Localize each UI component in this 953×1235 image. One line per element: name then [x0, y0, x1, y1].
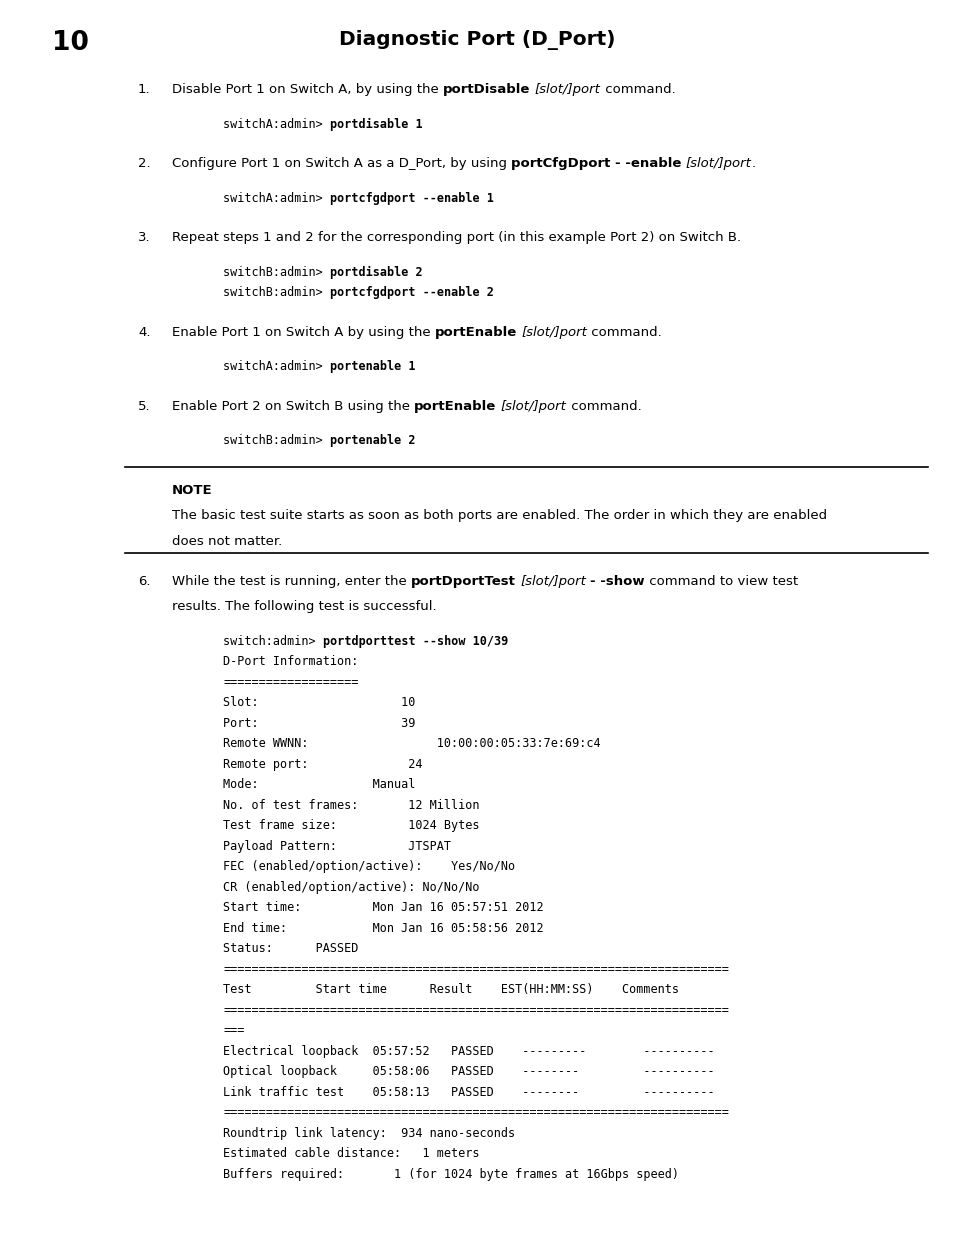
- Text: switchB:admin>: switchB:admin>: [223, 433, 330, 447]
- Text: [slot/]port: [slot/]port: [519, 574, 585, 588]
- Text: portcfgdport --enable 1: portcfgdport --enable 1: [330, 191, 494, 205]
- Text: Repeat steps 1 and 2 for the corresponding port (in this example Port 2) on Swit: Repeat steps 1 and 2 for the correspondi…: [172, 231, 740, 245]
- Text: portenable 2: portenable 2: [330, 433, 415, 447]
- Text: 3.: 3.: [138, 231, 151, 245]
- Text: portenable 1: portenable 1: [330, 359, 415, 373]
- Text: End time:            Mon Jan 16 05:58:56 2012: End time: Mon Jan 16 05:58:56 2012: [223, 921, 543, 935]
- Text: Remote WWNN:                  10:00:00:05:33:7e:69:c4: Remote WWNN: 10:00:00:05:33:7e:69:c4: [223, 737, 600, 751]
- Text: No. of test frames:       12 Million: No. of test frames: 12 Million: [223, 799, 479, 811]
- Text: =======================================================================: ========================================…: [223, 1107, 728, 1119]
- Text: .: .: [751, 157, 755, 170]
- Text: Remote port:              24: Remote port: 24: [223, 758, 422, 771]
- Text: portCfgDport - -enable: portCfgDport - -enable: [511, 157, 680, 170]
- Text: NOTE: NOTE: [172, 483, 213, 496]
- Text: [slot/]port: [slot/]port: [500, 399, 566, 412]
- Text: switchA:admin>: switchA:admin>: [223, 359, 330, 373]
- Text: Optical loopback     05:58:06   PASSED    --------         ----------: Optical loopback 05:58:06 PASSED -------…: [223, 1066, 714, 1078]
- Text: portDisable: portDisable: [442, 83, 530, 96]
- Text: 10: 10: [52, 30, 89, 56]
- Text: command.: command.: [566, 399, 640, 412]
- Text: Disable Port 1 on Switch A, by using the: Disable Port 1 on Switch A, by using the: [172, 83, 442, 96]
- Text: =======================================================================: ========================================…: [223, 1004, 728, 1016]
- Text: While the test is running, enter the: While the test is running, enter the: [172, 574, 411, 588]
- Text: portcfgdport --enable 2: portcfgdport --enable 2: [330, 287, 494, 299]
- Text: portDportTest: portDportTest: [411, 574, 516, 588]
- Text: Slot:                    10: Slot: 10: [223, 697, 415, 709]
- Text: Enable Port 2 on Switch B using the: Enable Port 2 on Switch B using the: [172, 399, 414, 412]
- Text: switchA:admin>: switchA:admin>: [223, 191, 330, 205]
- Text: - -show: - -show: [590, 574, 644, 588]
- Text: [slot/]port: [slot/]port: [521, 326, 587, 338]
- Text: Status:      PASSED: Status: PASSED: [223, 942, 358, 956]
- Text: portdisable 2: portdisable 2: [330, 266, 422, 279]
- Text: CR (enabled/option/active): No/No/No: CR (enabled/option/active): No/No/No: [223, 881, 479, 894]
- Text: results. The following test is successful.: results. The following test is successfu…: [172, 600, 436, 614]
- Text: ===: ===: [223, 1024, 244, 1037]
- Text: Port:                    39: Port: 39: [223, 716, 415, 730]
- Text: Test         Start time      Result    EST(HH:MM:SS)    Comments: Test Start time Result EST(HH:MM:SS) Com…: [223, 983, 679, 997]
- Text: 1.: 1.: [138, 83, 151, 96]
- Text: Test frame size:          1024 Bytes: Test frame size: 1024 Bytes: [223, 819, 479, 832]
- Text: Payload Pattern:          JTSPAT: Payload Pattern: JTSPAT: [223, 840, 451, 853]
- Text: Link traffic test    05:58:13   PASSED    --------         ----------: Link traffic test 05:58:13 PASSED ------…: [223, 1086, 714, 1099]
- Text: does not matter.: does not matter.: [172, 535, 282, 547]
- Text: switchB:admin>: switchB:admin>: [223, 266, 330, 279]
- Text: portdporttest --show 10/39: portdporttest --show 10/39: [322, 635, 507, 648]
- Text: command.: command.: [599, 83, 675, 96]
- Text: FEC (enabled/option/active):    Yes/No/No: FEC (enabled/option/active): Yes/No/No: [223, 861, 515, 873]
- Text: 6.: 6.: [138, 574, 151, 588]
- Text: 4.: 4.: [138, 326, 151, 338]
- Text: [slot/]port: [slot/]port: [685, 157, 751, 170]
- Text: [slot/]port: [slot/]port: [534, 83, 599, 96]
- Text: switchB:admin>: switchB:admin>: [223, 287, 330, 299]
- Text: Buffers required:       1 (for 1024 byte frames at 16Gbps speed): Buffers required: 1 (for 1024 byte frame…: [223, 1168, 679, 1181]
- Text: portEnable: portEnable: [414, 399, 496, 412]
- Text: Enable Port 1 on Switch A by using the: Enable Port 1 on Switch A by using the: [172, 326, 435, 338]
- Text: =======================================================================: ========================================…: [223, 963, 728, 976]
- Text: command.: command.: [587, 326, 661, 338]
- Text: Electrical loopback  05:57:52   PASSED    ---------        ----------: Electrical loopback 05:57:52 PASSED ----…: [223, 1045, 714, 1058]
- Text: switchA:admin>: switchA:admin>: [223, 117, 330, 131]
- Text: Estimated cable distance:   1 meters: Estimated cable distance: 1 meters: [223, 1147, 479, 1161]
- Text: 2.: 2.: [138, 157, 151, 170]
- Text: command to view test: command to view test: [644, 574, 797, 588]
- Text: portEnable: portEnable: [435, 326, 517, 338]
- Text: portdisable 1: portdisable 1: [330, 117, 422, 131]
- Text: Start time:          Mon Jan 16 05:57:51 2012: Start time: Mon Jan 16 05:57:51 2012: [223, 902, 543, 914]
- Text: ===================: ===================: [223, 676, 358, 689]
- Text: Mode:                Manual: Mode: Manual: [223, 778, 415, 792]
- Text: 5.: 5.: [138, 399, 151, 412]
- Text: The basic test suite starts as soon as both ports are enabled. The order in whic: The basic test suite starts as soon as b…: [172, 509, 826, 522]
- Text: Diagnostic Port (D_Port): Diagnostic Port (D_Port): [338, 30, 615, 49]
- Text: Configure Port 1 on Switch A as a D_Port, by using: Configure Port 1 on Switch A as a D_Port…: [172, 157, 511, 170]
- Text: D-Port Information:: D-Port Information:: [223, 656, 358, 668]
- Text: switch:admin>: switch:admin>: [223, 635, 322, 648]
- Text: Roundtrip link latency:  934 nano-seconds: Roundtrip link latency: 934 nano-seconds: [223, 1126, 515, 1140]
